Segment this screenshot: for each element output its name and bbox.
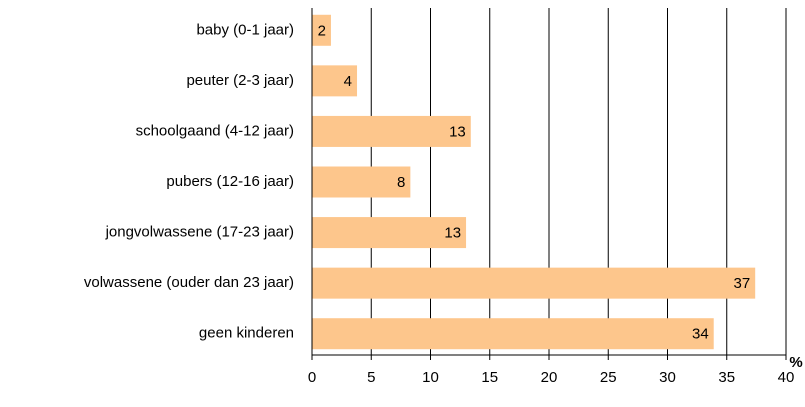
x-tick-label: 20 <box>541 369 558 386</box>
data-label: 34 <box>692 326 709 343</box>
x-tick-label: 0 <box>308 369 316 386</box>
y-tick-label: pubers (12-16 jaar) <box>166 173 294 190</box>
bar <box>312 267 756 299</box>
y-tick-label: baby (0-1 jaar) <box>196 21 294 38</box>
x-tick-label: 15 <box>481 369 498 386</box>
bar <box>312 166 411 198</box>
x-tick-label: 30 <box>659 369 676 386</box>
y-tick-label: volwassene (ouder dan 23 jaar) <box>84 274 294 291</box>
bar <box>312 115 471 147</box>
data-label: 13 <box>444 225 461 242</box>
y-tick-label: peuter (2-3 jaar) <box>186 72 294 89</box>
y-tick-label: jongvolwassene (17-23 jaar) <box>105 224 294 241</box>
x-tick-label: 25 <box>600 369 617 386</box>
data-label: 2 <box>318 22 326 39</box>
bar <box>312 65 358 97</box>
x-tick-label: 10 <box>422 369 439 386</box>
data-label: 4 <box>344 73 352 90</box>
bar <box>312 217 467 249</box>
x-tick-label: 35 <box>718 369 735 386</box>
bar <box>312 318 714 350</box>
y-tick-label: geen kinderen <box>199 325 294 342</box>
data-label: 37 <box>734 275 751 292</box>
x-tick-label: 5 <box>367 369 375 386</box>
data-label: 13 <box>449 123 466 140</box>
y-tick-label: schoolgaand (4-12 jaar) <box>136 122 294 139</box>
x-tick-label: 40 <box>778 369 795 386</box>
x-axis-label: % <box>789 354 802 371</box>
bar <box>312 14 331 46</box>
data-label: 8 <box>397 174 405 191</box>
